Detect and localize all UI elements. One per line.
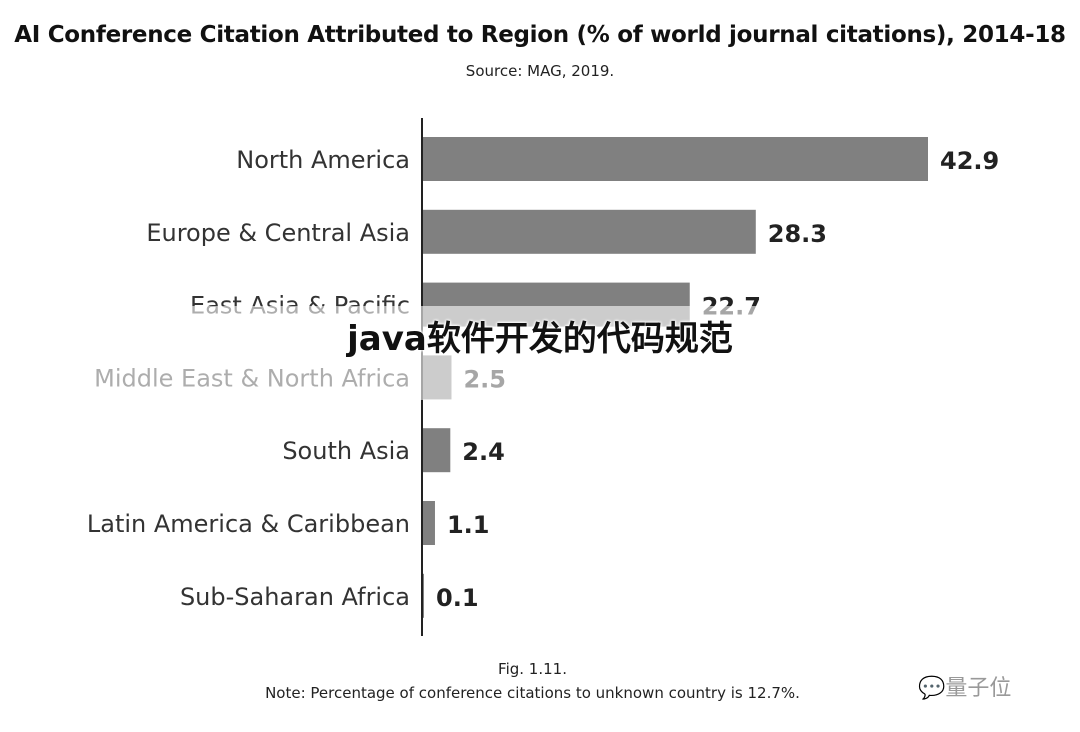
- chart-title: AI Conference Citation Attributed to Reg…: [14, 22, 1066, 48]
- overlay-band: [0, 306, 1080, 400]
- watermark-text: 量子位: [945, 676, 1012, 701]
- wechat-icon: 💬: [918, 676, 946, 701]
- category-label: Latin America & Caribbean: [87, 510, 410, 538]
- category-label: Europe & Central Asia: [146, 219, 410, 247]
- chart-subtitle: Source: MAG, 2019.: [465, 62, 615, 80]
- bar: [422, 501, 435, 545]
- bar: [422, 428, 451, 473]
- category-label: Sub-Saharan Africa: [180, 583, 410, 611]
- category-label: South Asia: [282, 437, 410, 465]
- category-label: North America: [236, 146, 410, 174]
- value-label: 1.1: [447, 511, 490, 539]
- figure-note: Note: Percentage of conference citations…: [265, 684, 800, 702]
- value-label: 0.1: [436, 584, 479, 612]
- value-label: 42.9: [940, 147, 999, 175]
- value-label: 28.3: [768, 220, 827, 248]
- figure-number: Fig. 1.11.: [498, 660, 567, 678]
- value-label: 2.4: [462, 438, 505, 466]
- bar: [422, 209, 756, 254]
- watermark: 💬量子位: [918, 670, 1011, 702]
- overlay-title: java软件开发的代码规范: [347, 319, 733, 359]
- bar: [422, 137, 928, 181]
